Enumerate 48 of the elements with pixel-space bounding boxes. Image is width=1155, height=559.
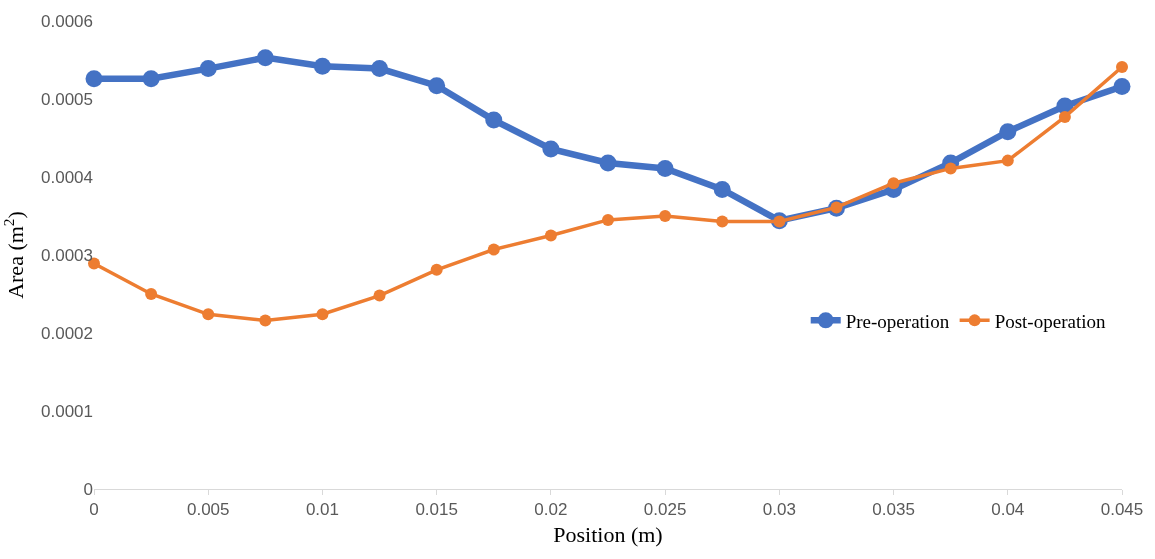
point (544, 229, 557, 242)
legend-label: Pre-operation (845, 310, 950, 332)
x-tick-label: 0.03 (762, 500, 796, 520)
x-tick-label: 0.025 (643, 500, 687, 520)
x-tick-label: 0.01 (305, 500, 339, 520)
point (1116, 61, 1128, 74)
x-tick-label: 0.035 (872, 500, 915, 520)
point (371, 60, 389, 78)
y-tick-label: 0.0004 (41, 167, 93, 187)
x-tick-label: 0.04 (991, 500, 1025, 520)
point (85, 70, 103, 88)
y-tick-label: 0.0006 (41, 11, 93, 31)
point (659, 210, 672, 222)
x-tick-label: 0.005 (186, 500, 230, 520)
y-tick-label: 0.0002 (41, 323, 93, 343)
point (485, 111, 503, 129)
point (259, 314, 272, 327)
point (313, 57, 331, 75)
point (430, 263, 443, 276)
point (716, 215, 729, 228)
point (656, 159, 674, 177)
legend-label: Post-operation (994, 310, 1106, 332)
point (428, 77, 446, 95)
y-tick-label: 0.0005 (41, 89, 93, 109)
point (373, 289, 386, 302)
point (145, 288, 158, 300)
point (599, 154, 617, 172)
point (602, 213, 614, 226)
point (1058, 110, 1071, 123)
point (887, 177, 900, 190)
point (999, 123, 1017, 141)
point (1113, 78, 1131, 96)
x-tick-label: 0.045 (1100, 500, 1144, 520)
x-tick-label: 0.02 (534, 500, 568, 520)
y-tick-label: 0.0003 (41, 245, 93, 265)
point (1001, 154, 1014, 167)
point (316, 308, 329, 321)
point (202, 308, 215, 321)
point (142, 70, 160, 88)
point (713, 180, 731, 198)
y-tick-label: 0.0001 (41, 401, 93, 421)
x-axis-title: Position (m) (553, 522, 663, 548)
point (256, 49, 274, 67)
point (199, 60, 217, 78)
x-tick-label: 0.015 (415, 500, 458, 520)
point (542, 140, 560, 158)
y-tick-label: 0 (83, 479, 93, 499)
point (487, 243, 500, 256)
